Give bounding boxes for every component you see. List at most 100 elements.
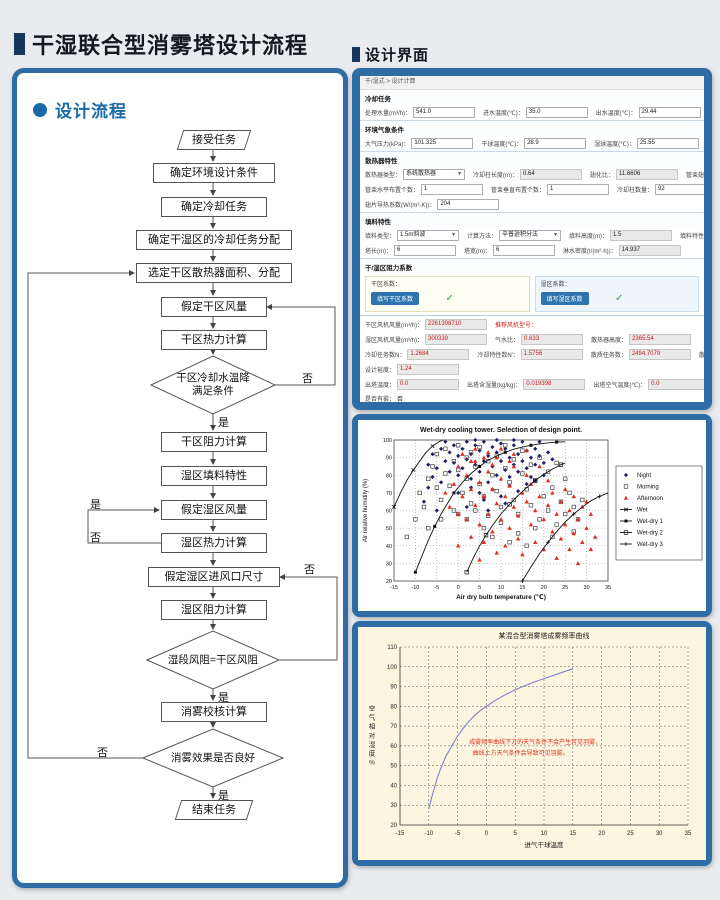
- form-field-input[interactable]: 1: [421, 184, 484, 195]
- form-field-output: 1.2684: [407, 349, 470, 360]
- fill-dry-coef-button[interactable]: 填写干区系数: [371, 292, 420, 305]
- form-field-input[interactable]: 541.0: [413, 107, 475, 118]
- branch-label-no: 否: [304, 564, 315, 576]
- svg-text:10: 10: [541, 831, 548, 837]
- series-wet-dry-3: [520, 492, 609, 583]
- flow-node: 假定湿区风量: [161, 500, 267, 520]
- svg-text:0: 0: [485, 831, 489, 837]
- svg-text:Air dry bulb temperature (℃): Air dry bulb temperature (℃): [456, 593, 546, 601]
- svg-text:%: %: [369, 760, 375, 767]
- svg-text:Air relative humidity (%): Air relative humidity (%): [363, 479, 369, 542]
- svg-text:20: 20: [386, 579, 392, 585]
- form-field-input[interactable]: 1: [547, 184, 610, 195]
- title-block-icon: [14, 33, 25, 55]
- fill-wet-coef-button[interactable]: 填写湿区系数: [540, 292, 589, 305]
- form-field-input[interactable]: 6: [493, 245, 555, 256]
- svg-text:Afternoon: Afternoon: [637, 496, 663, 502]
- form-field: 填料特性系数：: [680, 231, 704, 240]
- form-field: 推荐风机型号：: [495, 320, 539, 329]
- branch-label-yes: 是: [90, 499, 101, 511]
- branch-label-yes: 是: [218, 790, 229, 802]
- svg-text:70: 70: [386, 491, 392, 497]
- form-field: 淋水密度(t/(m²·h))： 14.937: [563, 245, 681, 256]
- form-field-label: 散质特性数：: [698, 353, 704, 359]
- form-field-label: 散热器高度：: [591, 338, 628, 344]
- breadcrumb: 干/湿式 > 设计计算: [360, 76, 704, 90]
- svg-text:Wet-dry 2: Wet-dry 2: [637, 531, 664, 537]
- form-field-input[interactable]: 101.325: [411, 138, 474, 149]
- form-field-label: 塔长(m)：: [365, 249, 392, 255]
- svg-text:Wet-dry 3: Wet-dry 3: [637, 542, 664, 548]
- flow-panel-header: 设计流程: [33, 97, 127, 122]
- form-row: 处理水量(m³/h)： 541.0 进水温度(℃)： 35.0 出水温度(℃)： 29.4…: [360, 105, 704, 120]
- form-field-input[interactable]: 28.9: [524, 138, 587, 149]
- form-field: 翅化比： 11.6606: [590, 169, 679, 180]
- svg-text:气: 气: [369, 713, 376, 722]
- form-field-label: 推荐风机型号：: [495, 323, 538, 329]
- svg-text:度: 度: [369, 749, 376, 758]
- form-field-input[interactable]: 29.44: [638, 107, 701, 118]
- form-field-output: 0.64: [520, 169, 583, 180]
- chevron-down-icon: ▼: [553, 232, 559, 238]
- form-row: 是否有雾：否: [360, 392, 704, 402]
- form-field: 冷却任务数N： 1.2684: [365, 349, 470, 360]
- dry-coef-box: 干区系数： 填写干区系数 ✓: [365, 276, 530, 312]
- form-field-select[interactable]: 系统散热器 ▼: [403, 169, 466, 180]
- form-field: 填料类型： 1.5m斜波 ▼: [365, 230, 460, 241]
- svg-text:90: 90: [386, 456, 392, 462]
- flow-node: 确定干湿区的冷却任务分配: [136, 230, 292, 250]
- scatter-chart-frame: Wet-dry cooling tower. Selection of desi…: [352, 414, 712, 617]
- svg-text:30: 30: [584, 585, 590, 591]
- form-field-label: 冷却任务数N：: [365, 353, 406, 359]
- flow-node: 确定环境设计条件: [153, 163, 275, 183]
- svg-text:30: 30: [656, 831, 663, 837]
- form-field: 散热器高度： 2365.54: [591, 334, 692, 345]
- svg-text:80: 80: [386, 473, 392, 479]
- svg-text:某混合型消雾塔成雾频率曲线: 某混合型消雾塔成雾频率曲线: [499, 631, 590, 640]
- svg-text:0: 0: [457, 585, 460, 591]
- form-field-input[interactable]: 92: [655, 184, 704, 195]
- form-field-label: 翅片导热系数(W/(m²·K))：: [365, 203, 436, 209]
- svg-text:35: 35: [685, 831, 692, 837]
- form-field-label: 湿区风机风量(m³/h)：: [365, 338, 423, 344]
- branch-label-yes: 是: [218, 692, 229, 704]
- form-field-label: 气水比：: [495, 338, 520, 344]
- form-field-output: 2261398710: [425, 319, 487, 330]
- flow-node: 确定冷却任务: [161, 197, 267, 217]
- form-field-input[interactable]: 6: [394, 245, 456, 256]
- svg-text:70: 70: [390, 724, 397, 730]
- form-field-output: 1.5: [610, 230, 673, 241]
- svg-text:相: 相: [369, 722, 376, 731]
- flow-node: 假定湿区进风口尺寸: [148, 567, 280, 587]
- form-field-input[interactable]: 35.0: [525, 107, 588, 118]
- form-field-output: 1.5756: [520, 349, 583, 360]
- dry-coef-label: 干区系数：: [371, 282, 402, 288]
- form-row: 大气压力(kPa)： 101.325 干球温度(℃)： 28.9 湿球温度(℃)： 25.…: [360, 136, 704, 151]
- svg-text:40: 40: [390, 783, 397, 789]
- svg-text:60: 60: [390, 744, 397, 750]
- form-field-input[interactable]: 204: [437, 199, 500, 210]
- check-icon: ✓: [614, 293, 624, 304]
- svg-text:20: 20: [598, 831, 605, 837]
- form-field-input[interactable]: 25.55: [636, 138, 699, 149]
- form-field: 干区风机风量(m³/h)： 2261398710: [365, 319, 487, 330]
- fog-frequency-curve-chart: 某混合型消雾塔成雾频率曲线 -15 -10 -5 0 5 10 15 20 25 30 35 20 30 4…: [369, 631, 692, 849]
- svg-text:80: 80: [390, 704, 397, 710]
- svg-text:-10: -10: [424, 831, 433, 837]
- form-field-label: 填料高度(m)：: [569, 234, 609, 240]
- svg-text:110: 110: [387, 645, 397, 651]
- form-field-select[interactable]: 1.5m斜波 ▼: [397, 230, 460, 241]
- form-field-label: 翅化比：: [590, 173, 615, 179]
- form-field: 是否有雾：否: [365, 394, 403, 402]
- bullet-dot-icon: [33, 102, 47, 117]
- svg-text:空: 空: [369, 704, 376, 713]
- flow-node: 干区阻力计算: [161, 432, 267, 452]
- form-field-select[interactable]: 辛普逊积分法 ▼: [499, 230, 562, 241]
- svg-text:50: 50: [386, 526, 392, 532]
- form-field-label: 处理水量(m³/h)：: [365, 111, 411, 117]
- svg-text:50: 50: [390, 764, 397, 770]
- flow-node-end: 结束任务: [174, 800, 254, 820]
- form-field-label: 是否有雾：: [365, 397, 396, 402]
- design-form: 干/湿式 > 设计计算 冷却任务 处理水量(m³/h)： 541.0 进水温度(℃)：…: [360, 76, 704, 402]
- page-title-text: 干湿联合型消雾塔设计流程: [32, 33, 309, 58]
